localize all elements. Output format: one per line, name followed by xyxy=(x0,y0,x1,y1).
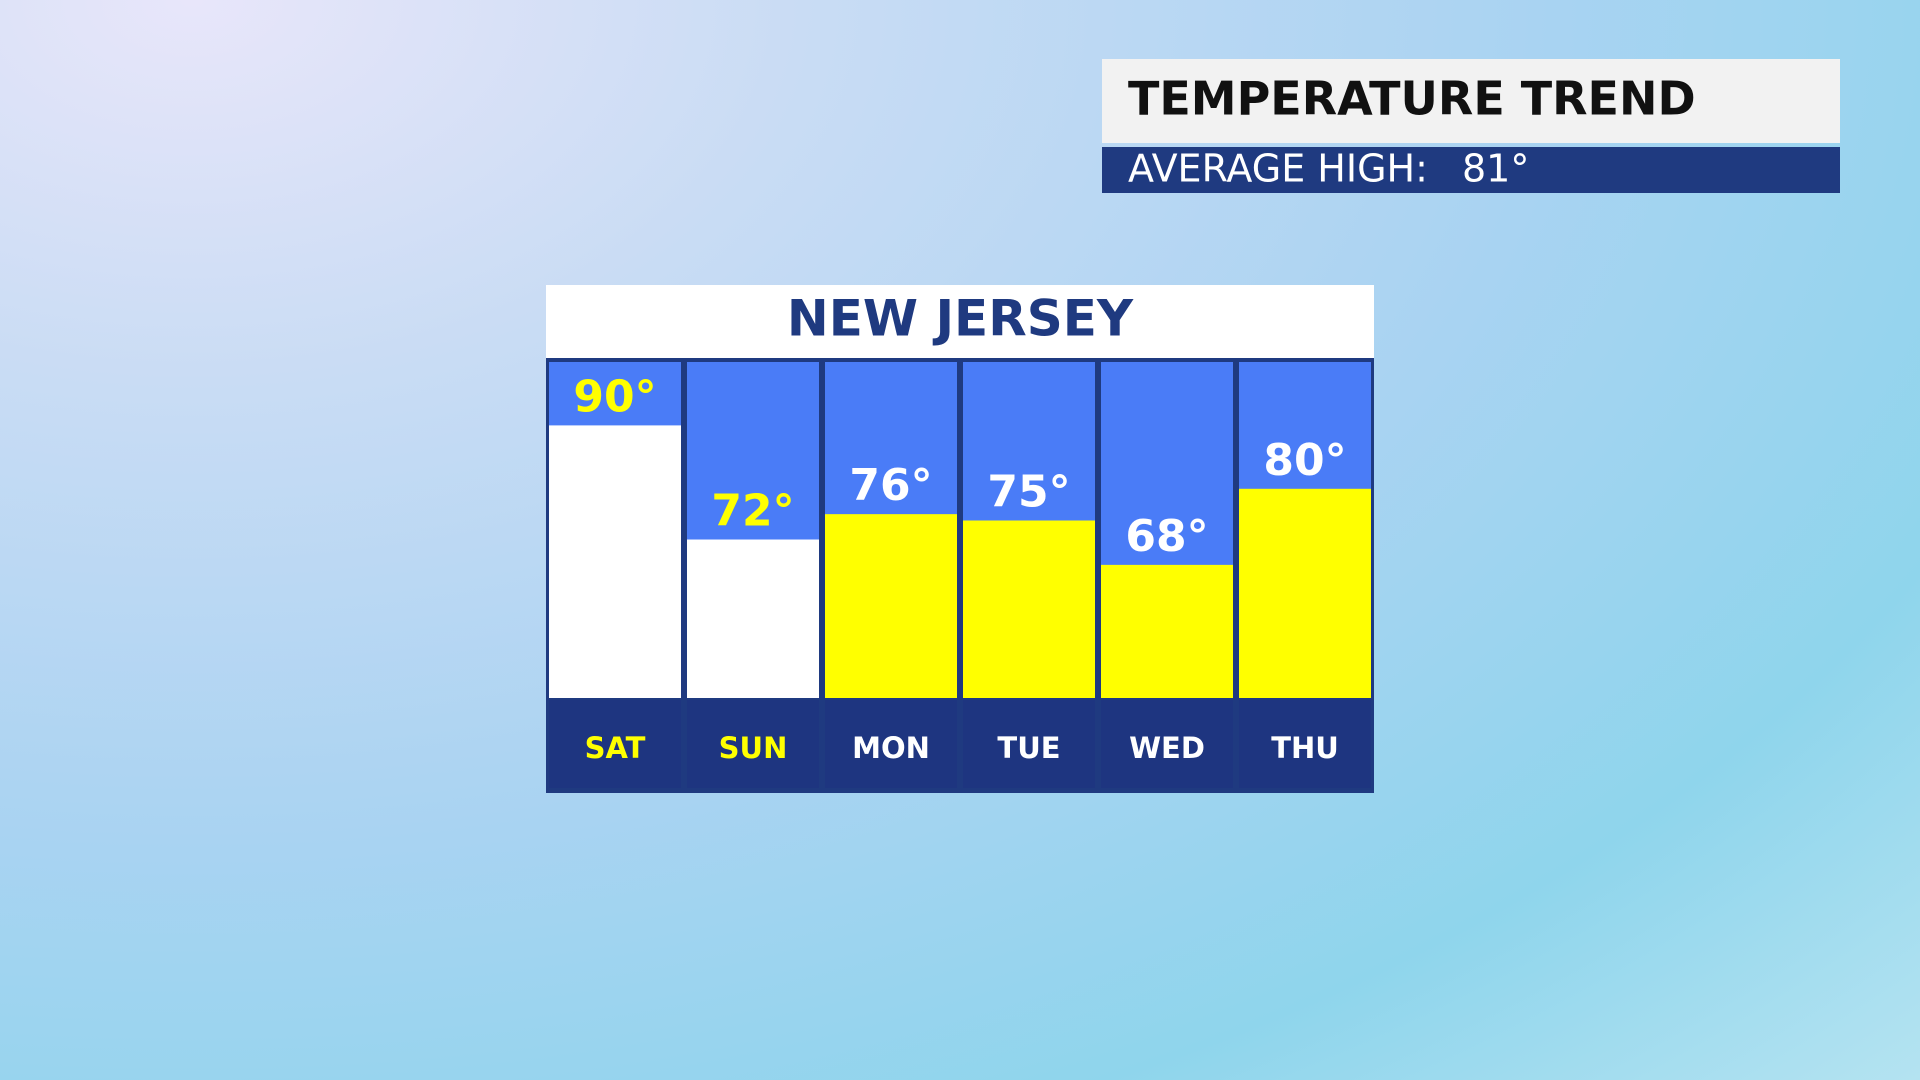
day-cell xyxy=(549,700,681,788)
panel xyxy=(546,358,1374,793)
x-tick-label: MON xyxy=(852,731,930,765)
value-label: 72° xyxy=(711,486,794,537)
bar xyxy=(687,539,819,698)
header-box xyxy=(1102,59,1840,143)
x-tick-label: SAT xyxy=(585,731,646,765)
value-label: 76° xyxy=(849,460,932,511)
day-cell xyxy=(825,700,957,788)
bar xyxy=(549,425,681,698)
bar xyxy=(963,520,1095,698)
value-label: 90° xyxy=(573,371,656,422)
x-tick-label: THU xyxy=(1271,731,1339,765)
header-subtitle: AVERAGE HIGH: xyxy=(1128,147,1428,191)
value-label: 75° xyxy=(987,466,1070,517)
bar xyxy=(1239,488,1371,698)
x-tick-label: TUE xyxy=(997,731,1060,765)
day-cell xyxy=(963,700,1095,788)
x-tick-label: WED xyxy=(1129,731,1205,765)
average-high: 81° xyxy=(1462,147,1529,191)
value-label: 80° xyxy=(1263,435,1346,486)
bar xyxy=(825,514,957,698)
subtitle-band xyxy=(1102,147,1840,193)
chart-title: NEW JERSEY xyxy=(787,290,1134,348)
header-title: TEMPERATURE TREND xyxy=(1128,72,1696,126)
x-tick-label: SUN xyxy=(719,731,788,765)
day-cell xyxy=(1101,700,1233,788)
value-label: 68° xyxy=(1125,511,1208,562)
bar xyxy=(1101,564,1233,698)
day-cell xyxy=(1239,700,1371,788)
day-cell xyxy=(687,700,819,788)
chart-title-box xyxy=(546,285,1374,358)
